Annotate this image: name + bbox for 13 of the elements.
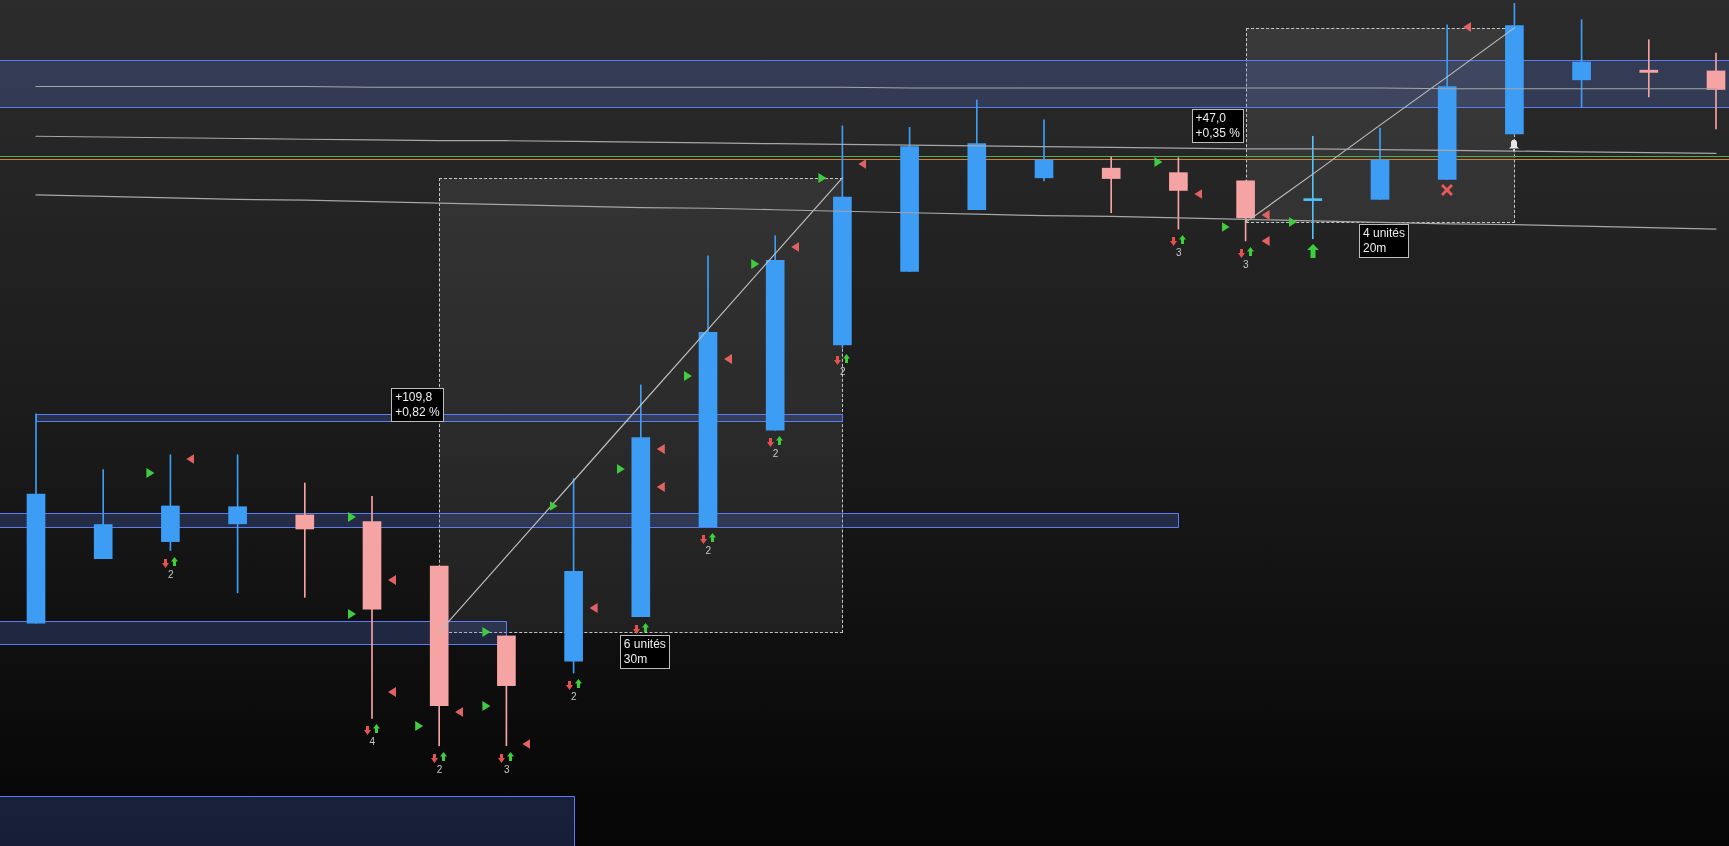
annotation: 4 — [369, 736, 376, 747]
annotation: 6 unités 30m — [619, 635, 670, 669]
annotation: 2 — [167, 569, 174, 580]
annotation: +109,8 +0,82 % — [391, 388, 444, 422]
annotation: 4 unités 20m — [1359, 224, 1410, 258]
text: 2 — [436, 764, 443, 775]
text: 3 — [503, 764, 510, 775]
annotation: 2 — [705, 545, 712, 556]
annotation: 2 — [772, 448, 779, 459]
annotation: 3 — [1175, 247, 1182, 258]
annotation: +47,0 +0,35 % — [1191, 109, 1244, 143]
annotation: 3 — [1243, 259, 1249, 270]
annotation: 2 — [571, 691, 577, 702]
